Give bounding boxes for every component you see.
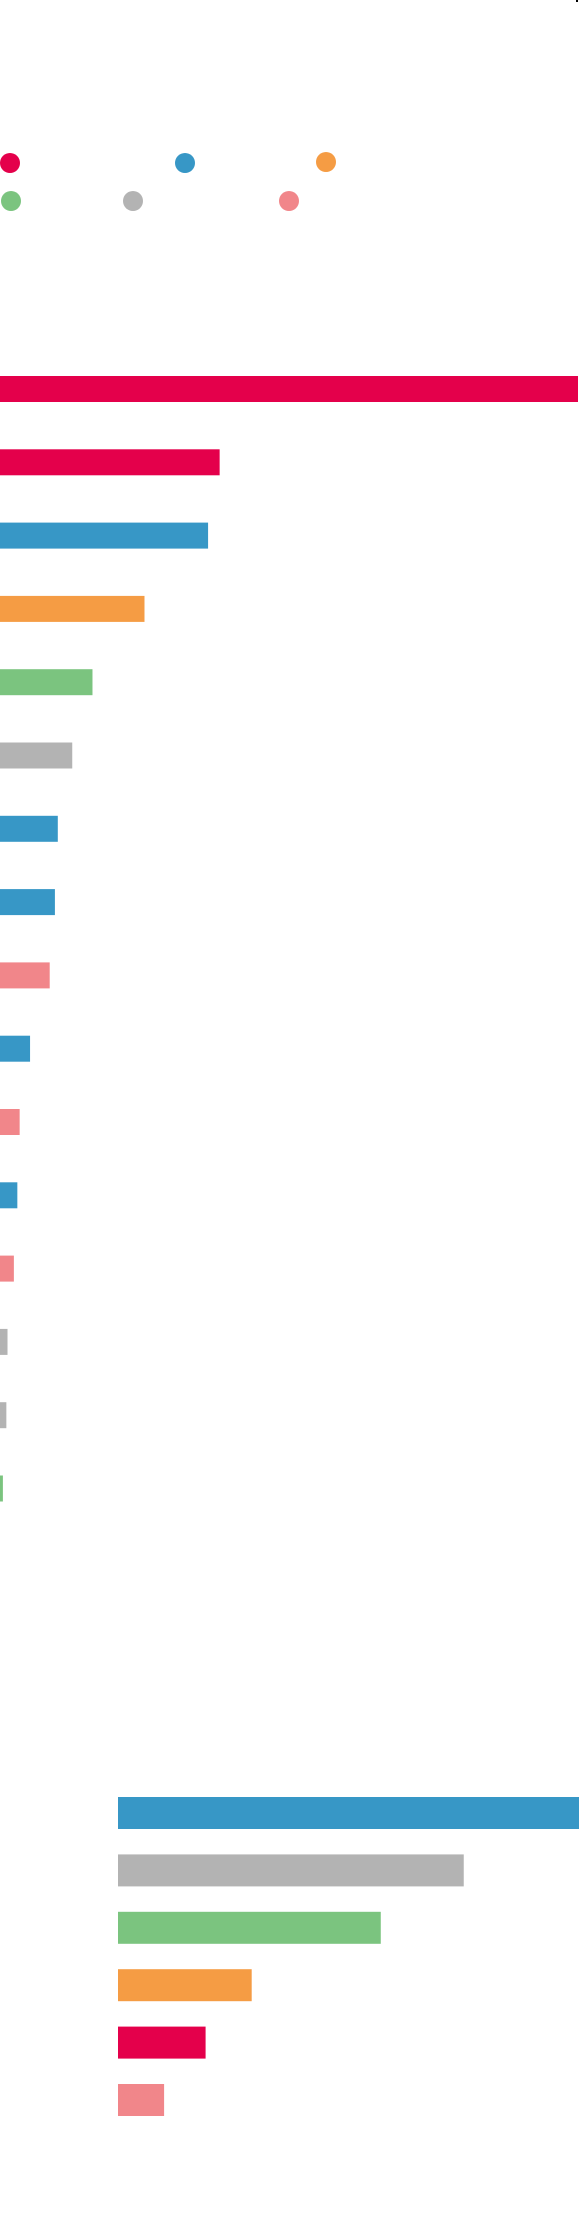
bar-main-10[interactable] [0,1035,31,1062]
bar-main-6[interactable] [0,742,73,769]
bar-main-14[interactable] [0,1328,8,1355]
bar-summary-1[interactable] [118,1797,579,1829]
legend-marker-green [1,191,21,211]
legend-marker-gray [123,191,143,211]
bar-main-15[interactable] [0,1402,7,1429]
bar-main-5[interactable] [0,669,93,696]
bar-summary-6[interactable] [118,2084,165,2116]
bar-main-1[interactable] [0,376,578,402]
bar-main-8[interactable] [0,889,55,916]
bar-summary-4[interactable] [118,1969,252,2002]
bar-chart-main [0,376,578,1502]
legend-marker-blue [175,153,195,173]
bar-main-9[interactable] [0,962,50,989]
bar-main-13[interactable] [0,1255,14,1282]
legend-marker-red [0,153,20,173]
bar-summary-2[interactable] [118,1854,464,1887]
corner-mark [576,0,578,2]
bar-chart-summary [118,1797,579,2116]
bar-summary-3[interactable] [118,1911,381,1944]
bar-main-12[interactable] [0,1182,18,1209]
legend-marker-orange [316,152,336,172]
legend [0,152,336,211]
legend-marker-pink [279,191,299,211]
bar-main-16[interactable] [0,1475,3,1502]
bar-main-3[interactable] [0,522,209,549]
bar-main-4[interactable] [0,595,145,622]
bar-main-7[interactable] [0,815,58,842]
bar-main-11[interactable] [0,1109,20,1135]
bar-main-2[interactable] [0,449,220,476]
bar-summary-5[interactable] [118,2026,206,2059]
